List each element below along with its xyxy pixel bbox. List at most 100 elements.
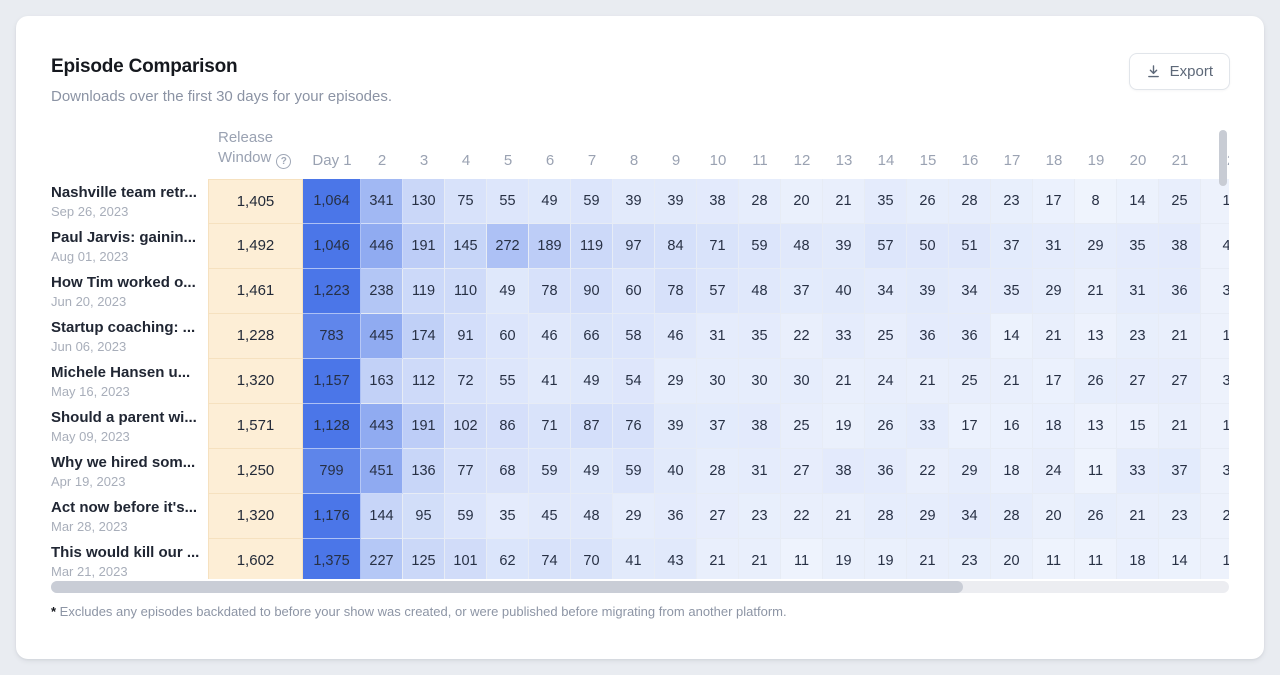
heat-cell: 8 bbox=[1075, 178, 1117, 224]
episode-title[interactable]: Should a parent wi... bbox=[51, 408, 197, 426]
heat-cell: 58 bbox=[613, 313, 655, 359]
heat-cell-clipped: 3 bbox=[1201, 448, 1229, 494]
heat-cell: 95 bbox=[403, 493, 445, 539]
heat-cell: 27 bbox=[781, 448, 823, 494]
heat-cell: 36 bbox=[949, 313, 991, 359]
comparison-table-viewport[interactable]: Release Window? Day 1 2 3 4 5 6 7 8 9 10 11 12 13 14 15 1… bbox=[51, 128, 1229, 579]
release-window-cell: 1,602 bbox=[208, 538, 303, 579]
episode-row: Should a parent wi... May 09, 2023 1,571 1,… bbox=[51, 403, 1229, 449]
heat-cell: 20 bbox=[1033, 493, 1075, 539]
episode-date: Jun 20, 2023 bbox=[51, 293, 127, 309]
heat-cell: 25 bbox=[781, 403, 823, 449]
heat-cell: 23 bbox=[739, 493, 781, 539]
heat-cell: 27 bbox=[1117, 358, 1159, 404]
episode-title[interactable]: Paul Jarvis: gainin... bbox=[51, 228, 197, 246]
episode-date: Mar 28, 2023 bbox=[51, 518, 128, 534]
heat-cell: 21 bbox=[739, 538, 781, 579]
episode-comparison-card: Episode Comparison Downloads over the fi… bbox=[16, 16, 1264, 659]
heat-cell-clipped: 2 bbox=[1201, 493, 1229, 539]
heat-cell: 13 bbox=[1075, 403, 1117, 449]
heat-cell: 41 bbox=[613, 538, 655, 579]
episode-row: How Tim worked o... Jun 20, 2023 1,461 1,22… bbox=[51, 268, 1229, 314]
heat-cell: 31 bbox=[1117, 268, 1159, 314]
heat-cell: 43 bbox=[655, 538, 697, 579]
episode-cell: Paul Jarvis: gainin... Aug 01, 2023 bbox=[51, 224, 208, 269]
heat-cell: 71 bbox=[697, 223, 739, 269]
heat-cell: 39 bbox=[907, 268, 949, 314]
heat-cell: 23 bbox=[1117, 313, 1159, 359]
heat-cell: 21 bbox=[1075, 268, 1117, 314]
heat-cell: 21 bbox=[823, 358, 865, 404]
heat-cell: 87 bbox=[571, 403, 613, 449]
episode-title[interactable]: Michele Hansen u... bbox=[51, 363, 191, 381]
release-window-cell: 1,461 bbox=[208, 268, 303, 314]
day-header: 14 bbox=[877, 151, 895, 169]
heat-cell: 17 bbox=[949, 403, 991, 449]
heat-cell: 34 bbox=[949, 268, 991, 314]
heat-cell: 84 bbox=[655, 223, 697, 269]
episode-title[interactable]: Nashville team retr... bbox=[51, 183, 197, 201]
episode-title[interactable]: Startup coaching: ... bbox=[51, 318, 196, 336]
heat-cell: 26 bbox=[907, 178, 949, 224]
episode-cell: Nashville team retr... Sep 26, 2023 bbox=[51, 179, 208, 224]
episode-cell: This would kill our ... Mar 21, 2023 bbox=[51, 539, 208, 580]
heat-cell: 37 bbox=[697, 403, 739, 449]
heat-cell: 28 bbox=[739, 178, 781, 224]
heat-cell: 49 bbox=[571, 448, 613, 494]
heat-cell: 49 bbox=[487, 268, 529, 314]
heat-cell: 17 bbox=[1033, 178, 1075, 224]
heat-cell: 446 bbox=[361, 223, 403, 269]
heat-cell: 22 bbox=[781, 313, 823, 359]
heat-cell: 11 bbox=[1033, 538, 1075, 579]
release-window-cell: 1,571 bbox=[208, 403, 303, 449]
heat-cell: 19 bbox=[823, 538, 865, 579]
horizontal-scrollbar-thumb[interactable] bbox=[51, 581, 963, 593]
heat-cell: 23 bbox=[1159, 493, 1201, 539]
heat-cell: 49 bbox=[571, 358, 613, 404]
heat-cell: 48 bbox=[571, 493, 613, 539]
heat-cell: 783 bbox=[303, 313, 361, 359]
heat-cell: 21 bbox=[1159, 313, 1201, 359]
heat-cell: 55 bbox=[487, 178, 529, 224]
episode-date: Apr 19, 2023 bbox=[51, 473, 126, 489]
vertical-scrollbar-thumb[interactable] bbox=[1219, 130, 1227, 186]
heat-cell: 101 bbox=[445, 538, 487, 579]
heat-cell: 28 bbox=[949, 178, 991, 224]
day-header: 20 bbox=[1129, 151, 1147, 169]
heat-cell: 62 bbox=[487, 538, 529, 579]
heat-cell: 28 bbox=[991, 493, 1033, 539]
help-icon[interactable]: ? bbox=[276, 153, 292, 169]
heat-cell: 37 bbox=[991, 223, 1033, 269]
export-button[interactable]: Export bbox=[1128, 53, 1230, 90]
heat-cell: 174 bbox=[403, 313, 445, 359]
episode-title[interactable]: Why we hired som... bbox=[51, 453, 196, 471]
day-header: 21 bbox=[1171, 151, 1189, 169]
heat-cell: 21 bbox=[1033, 313, 1075, 359]
heat-cell: 28 bbox=[697, 448, 739, 494]
heat-cell: 36 bbox=[1159, 268, 1201, 314]
heat-cell: 39 bbox=[655, 178, 697, 224]
day-header: 8 bbox=[629, 151, 639, 169]
episode-title[interactable]: How Tim worked o... bbox=[51, 273, 196, 291]
heat-cell: 163 bbox=[361, 358, 403, 404]
heat-cell: 29 bbox=[907, 493, 949, 539]
episode-row: Why we hired som... Apr 19, 2023 1,250 799 4… bbox=[51, 448, 1229, 494]
heat-cell: 90 bbox=[571, 268, 613, 314]
heat-cell: 36 bbox=[655, 493, 697, 539]
episode-date: Aug 01, 2023 bbox=[51, 248, 129, 264]
day-header: 16 bbox=[961, 151, 979, 169]
heat-cell: 21 bbox=[1159, 403, 1201, 449]
heat-cell: 26 bbox=[1075, 358, 1117, 404]
episode-title[interactable]: This would kill our ... bbox=[51, 543, 200, 561]
heat-cell-clipped: 4 bbox=[1201, 223, 1229, 269]
horizontal-scrollbar-track[interactable] bbox=[51, 581, 1229, 593]
heat-cell: 68 bbox=[487, 448, 529, 494]
episode-cell: Act now before it's... Mar 28, 2023 bbox=[51, 494, 208, 539]
heat-cell: 35 bbox=[739, 313, 781, 359]
day-header: 9 bbox=[671, 151, 681, 169]
heat-cell: 33 bbox=[907, 403, 949, 449]
heat-cell: 76 bbox=[613, 403, 655, 449]
footnote-asterisk: * bbox=[51, 604, 57, 619]
heat-cell: 145 bbox=[445, 223, 487, 269]
episode-title[interactable]: Act now before it's... bbox=[51, 498, 198, 516]
